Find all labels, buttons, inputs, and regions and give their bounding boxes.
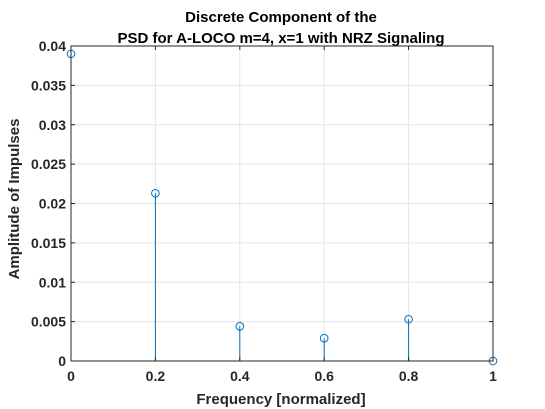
chart-title-line-2: PSD for A-LOCO m=4, x=1 with NRZ Signali…: [118, 30, 445, 47]
ticks: 0 0.2 0.4 0.6 0.8 1 0 0.005 0.01 0.015 0.02 0.025 0.…: [31, 38, 497, 384]
stem-marker: [151, 188, 160, 198]
y-tick-label: 0: [58, 353, 66, 369]
y-tick-label: 0.04: [39, 38, 66, 54]
x-tick-label: 0: [67, 368, 75, 384]
grid: [70, 45, 494, 362]
y-tick-label: 0.035: [31, 77, 66, 93]
y-tick-label: 0.025: [31, 156, 66, 172]
stem-marker: [319, 333, 329, 343]
x-axis-label: Frequency [normalized]: [196, 391, 365, 408]
chart-title-line-1: Discrete Component of the: [185, 9, 377, 26]
stem-marker: [404, 314, 413, 324]
x-tick-label: 0.6: [314, 368, 334, 384]
x-tick-label: 0.2: [146, 368, 166, 384]
y-axis-label: Amplitude of Impulses: [6, 119, 23, 280]
x-tick-label: 0.4: [230, 368, 250, 384]
x-tick-label: 1: [489, 368, 497, 384]
stem-marker: [235, 322, 245, 331]
y-tick-label: 0.03: [39, 117, 66, 133]
y-tick-label: 0.02: [39, 196, 66, 212]
x-tick-label: 0.8: [399, 368, 419, 384]
y-tick-label: 0.01: [39, 274, 66, 290]
y-tick-label: 0.005: [31, 314, 66, 330]
stems: [66, 49, 498, 366]
y-tick-label: 0.015: [31, 235, 66, 251]
